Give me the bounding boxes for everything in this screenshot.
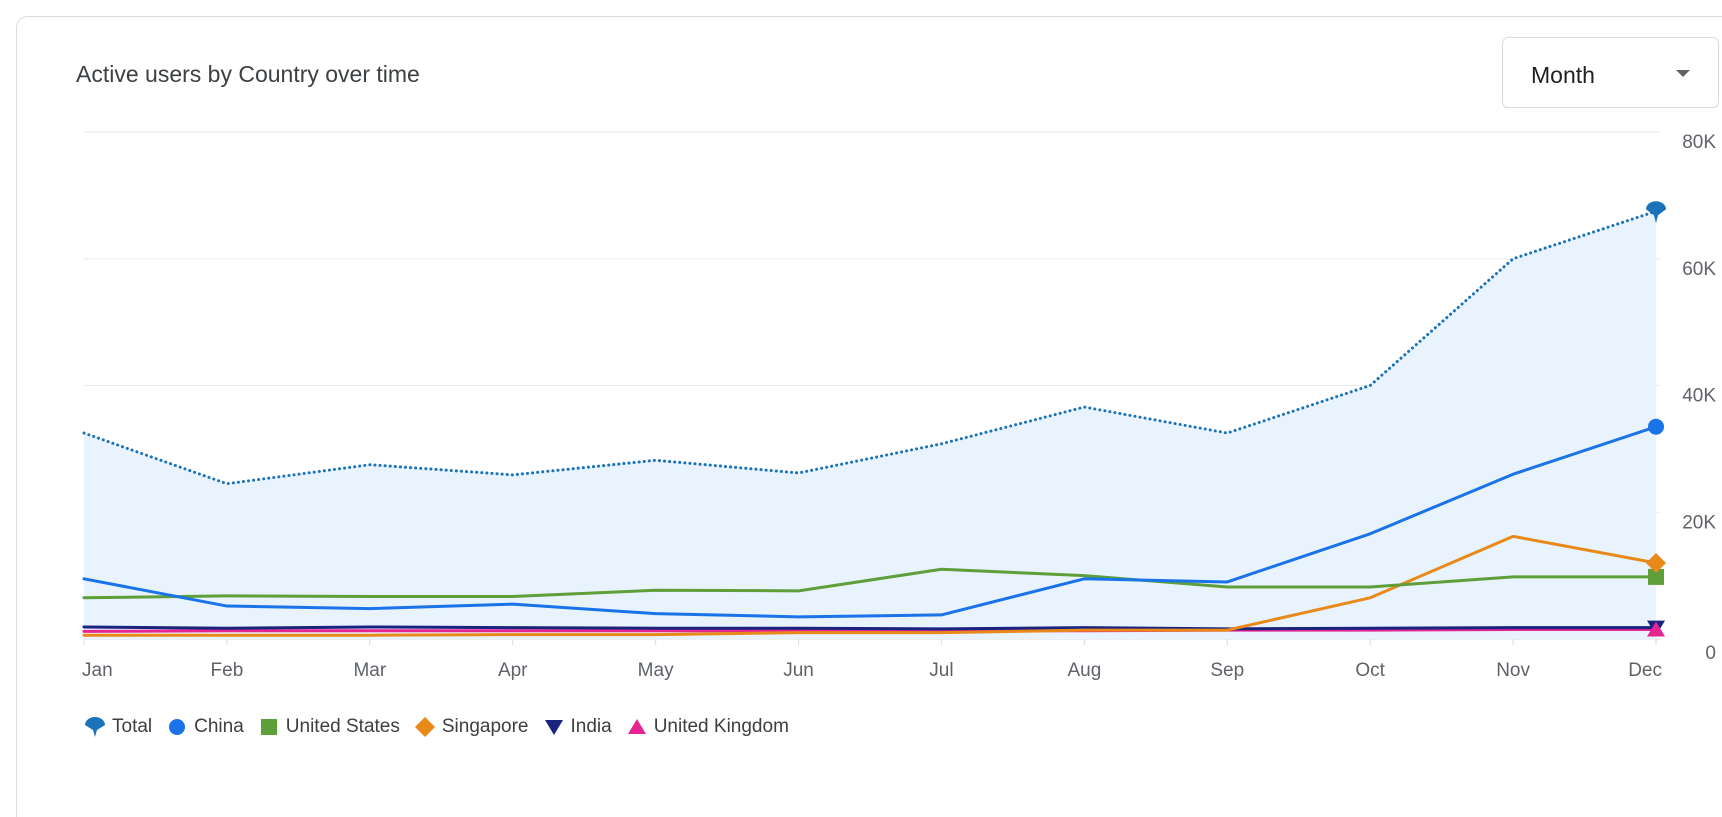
line-chart: 0 20K 40K 60K 80K Jan Feb Mar Apr May Jun Jul Aug Sep… [82, 131, 1716, 681]
legend-label: United States [285, 716, 400, 737]
y-tick-label: 80K [1682, 132, 1716, 153]
triangle-down-icon [544, 720, 563, 735]
end-marker-square-icon [1648, 568, 1664, 585]
legend-label: United Kingdom [653, 716, 789, 737]
series-line-total [82, 209, 1658, 486]
x-tick-label: Jan [82, 660, 113, 681]
legend-item-united-kingdom[interactable]: United Kingdom [626, 716, 789, 738]
series-line-china [82, 425, 1658, 619]
legend-label: Total [112, 716, 153, 737]
x-tick-label: Aug [1067, 660, 1101, 681]
series-line-united-kingdom [82, 627, 1658, 633]
legend-label: India [570, 716, 612, 737]
end-marker-triangle-up-icon [1647, 621, 1665, 637]
series-line-singapore [82, 534, 1658, 637]
x-tick-label: Oct [1355, 660, 1385, 681]
x-tick-label: Sep [1210, 660, 1244, 681]
legend-label: China [194, 716, 244, 737]
x-tick-label: Apr [498, 660, 528, 681]
legend-item-united-states[interactable]: United States [258, 716, 400, 738]
total-area-fill [84, 211, 1656, 639]
period-dropdown-value: Month [1531, 62, 1595, 88]
series-line-united-states [82, 567, 1658, 600]
square-icon [260, 719, 277, 735]
legend-item-india[interactable]: India [543, 716, 612, 738]
x-tick-label: Feb [211, 660, 244, 681]
y-tick-label: 20K [1682, 512, 1716, 533]
end-marker-pin-icon [1646, 201, 1666, 224]
x-tick-label: Dec [1628, 660, 1662, 681]
pin-icon [85, 717, 105, 737]
legend-label: Singapore [441, 716, 529, 737]
x-tick-label: Nov [1496, 660, 1530, 681]
x-tick-label: Jul [929, 660, 953, 681]
legend-item-china[interactable]: China [166, 716, 244, 738]
y-tick-label: 60K [1682, 259, 1716, 280]
diamond-icon [414, 717, 435, 737]
chart-title: Active users by Country over time [76, 61, 420, 87]
chevron-down-icon [1676, 70, 1690, 77]
y-tick-label: 0 [1705, 643, 1716, 664]
legend-item-total[interactable]: Total [84, 716, 152, 738]
triangle-up-icon [627, 719, 646, 734]
chart-legend: Total China United States Singapore India Uni… [84, 716, 803, 738]
circle-icon [169, 719, 186, 735]
x-tick-label: May [638, 660, 674, 681]
period-dropdown[interactable]: Month [1502, 37, 1719, 108]
x-tick-label: Jun [783, 660, 814, 681]
end-marker-circle-icon [1648, 418, 1664, 435]
end-marker-diamond-icon [1646, 552, 1666, 573]
x-tick-label: Mar [353, 660, 386, 681]
legend-item-singapore[interactable]: Singapore [414, 716, 529, 738]
series-line-india [82, 625, 1658, 631]
y-tick-label: 40K [1682, 386, 1716, 407]
